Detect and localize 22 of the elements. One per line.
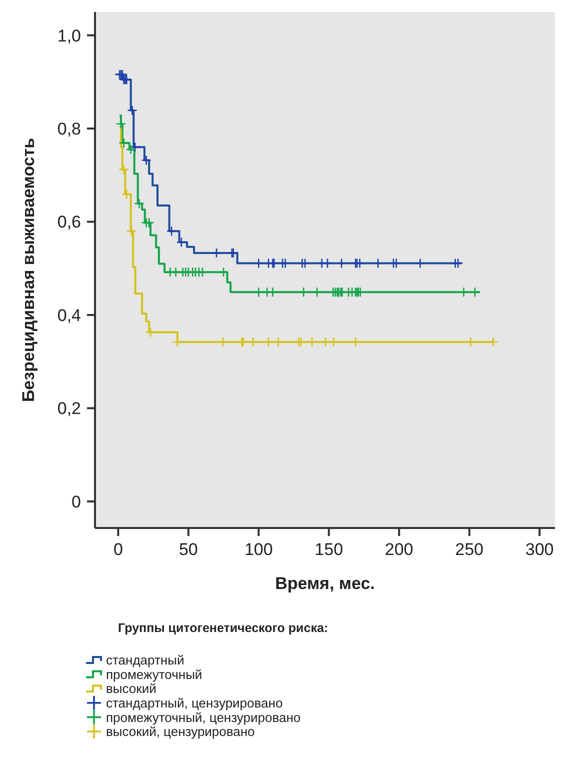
x-tick-label: 200 — [384, 540, 414, 559]
x-tick-label: 300 — [525, 540, 554, 559]
legend-label: промежуточный, цензурировано — [106, 710, 301, 725]
legend-title: Группы цитогенетического риска: — [118, 621, 328, 635]
legend-label: стандартный, цензурировано — [106, 695, 283, 710]
y-tick-label: 0 — [72, 492, 81, 512]
x-tick-label: 250 — [455, 540, 484, 559]
x-axis-title: Время, мес. — [275, 574, 375, 593]
y-tick-label: 0,6 — [57, 212, 81, 232]
y-tick-label: 0,8 — [57, 119, 81, 138]
legend-label: стандартный — [106, 652, 184, 668]
x-tick-label: 50 — [178, 540, 198, 559]
y-axis-title: Безрецидивная выживаемость — [19, 138, 38, 402]
legend-label: высокий — [106, 681, 156, 696]
y-tick-label: 1,0 — [57, 26, 81, 46]
x-tick-label: 100 — [244, 540, 273, 559]
y-tick-label: 0,2 — [57, 399, 81, 418]
y-tick-label: 0,4 — [57, 306, 81, 325]
legend-label: высокий, цензурировано — [106, 724, 255, 740]
legend-label: промежуточный — [106, 666, 202, 682]
x-tick-label: 0 — [113, 540, 123, 559]
x-tick-label: 150 — [314, 540, 344, 559]
